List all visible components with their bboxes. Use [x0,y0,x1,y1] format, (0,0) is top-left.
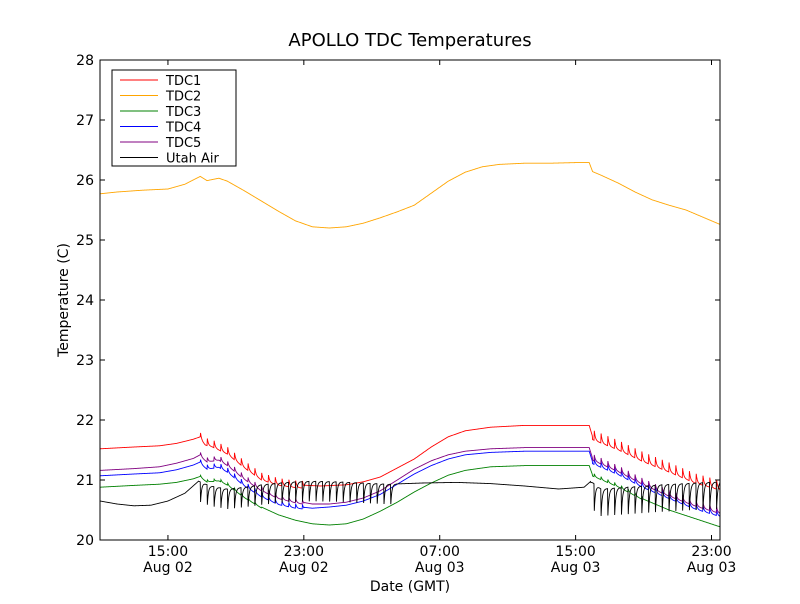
x-tick-time-label: 15:00 [555,544,595,560]
legend-label: TDC5 [165,136,201,151]
y-tick-label: 22 [76,413,94,429]
x-tick-time-label: 07:00 [420,544,460,560]
series-line-tdc5 [99,447,721,514]
x-tick-time-label: 23:00 [691,544,731,560]
series-line-tdc1 [99,424,721,491]
legend-label: Utah Air [166,152,219,167]
y-axis-label: Temperature (C) [56,243,72,358]
series-line-tdc4 [99,450,721,517]
x-tick-time-label: 23:00 [284,544,324,560]
x-tick-time-label: 15:00 [148,544,188,560]
x-tick-date-label: Aug 02 [143,560,193,576]
y-tick-label: 26 [76,173,94,189]
y-tick-label: 23 [76,353,94,369]
legend-label: TDC3 [165,105,201,120]
x-axis-label: Date (GMT) [370,579,450,595]
x-tick-date-label: Aug 03 [551,560,601,576]
legend-label: TDC1 [165,74,201,89]
y-tick-label: 28 [76,53,94,69]
x-tick-date-label: Aug 02 [279,560,329,576]
y-tick-label: 21 [76,473,94,489]
legend-box [111,69,237,167]
y-tick-label: 25 [76,233,94,249]
y-axis-ticks: 20 21 22 23 24 25 26 27 28 [76,53,720,549]
y-tick-label: 20 [76,533,94,549]
y-tick-label: 27 [76,113,94,129]
series-layer [99,162,721,528]
series-line-tdc2 [99,162,721,229]
y-tick-label: 24 [76,293,94,309]
series-line-tdc3 [99,465,721,528]
x-tick-date-label: Aug 03 [415,560,465,576]
series-line-utah-air [99,480,721,517]
chart-title: APOLLO TDC Temperatures [288,30,531,51]
legend-label: TDC2 [165,90,201,105]
legend-label: TDC4 [165,121,201,136]
x-tick-date-label: Aug 03 [687,560,737,576]
